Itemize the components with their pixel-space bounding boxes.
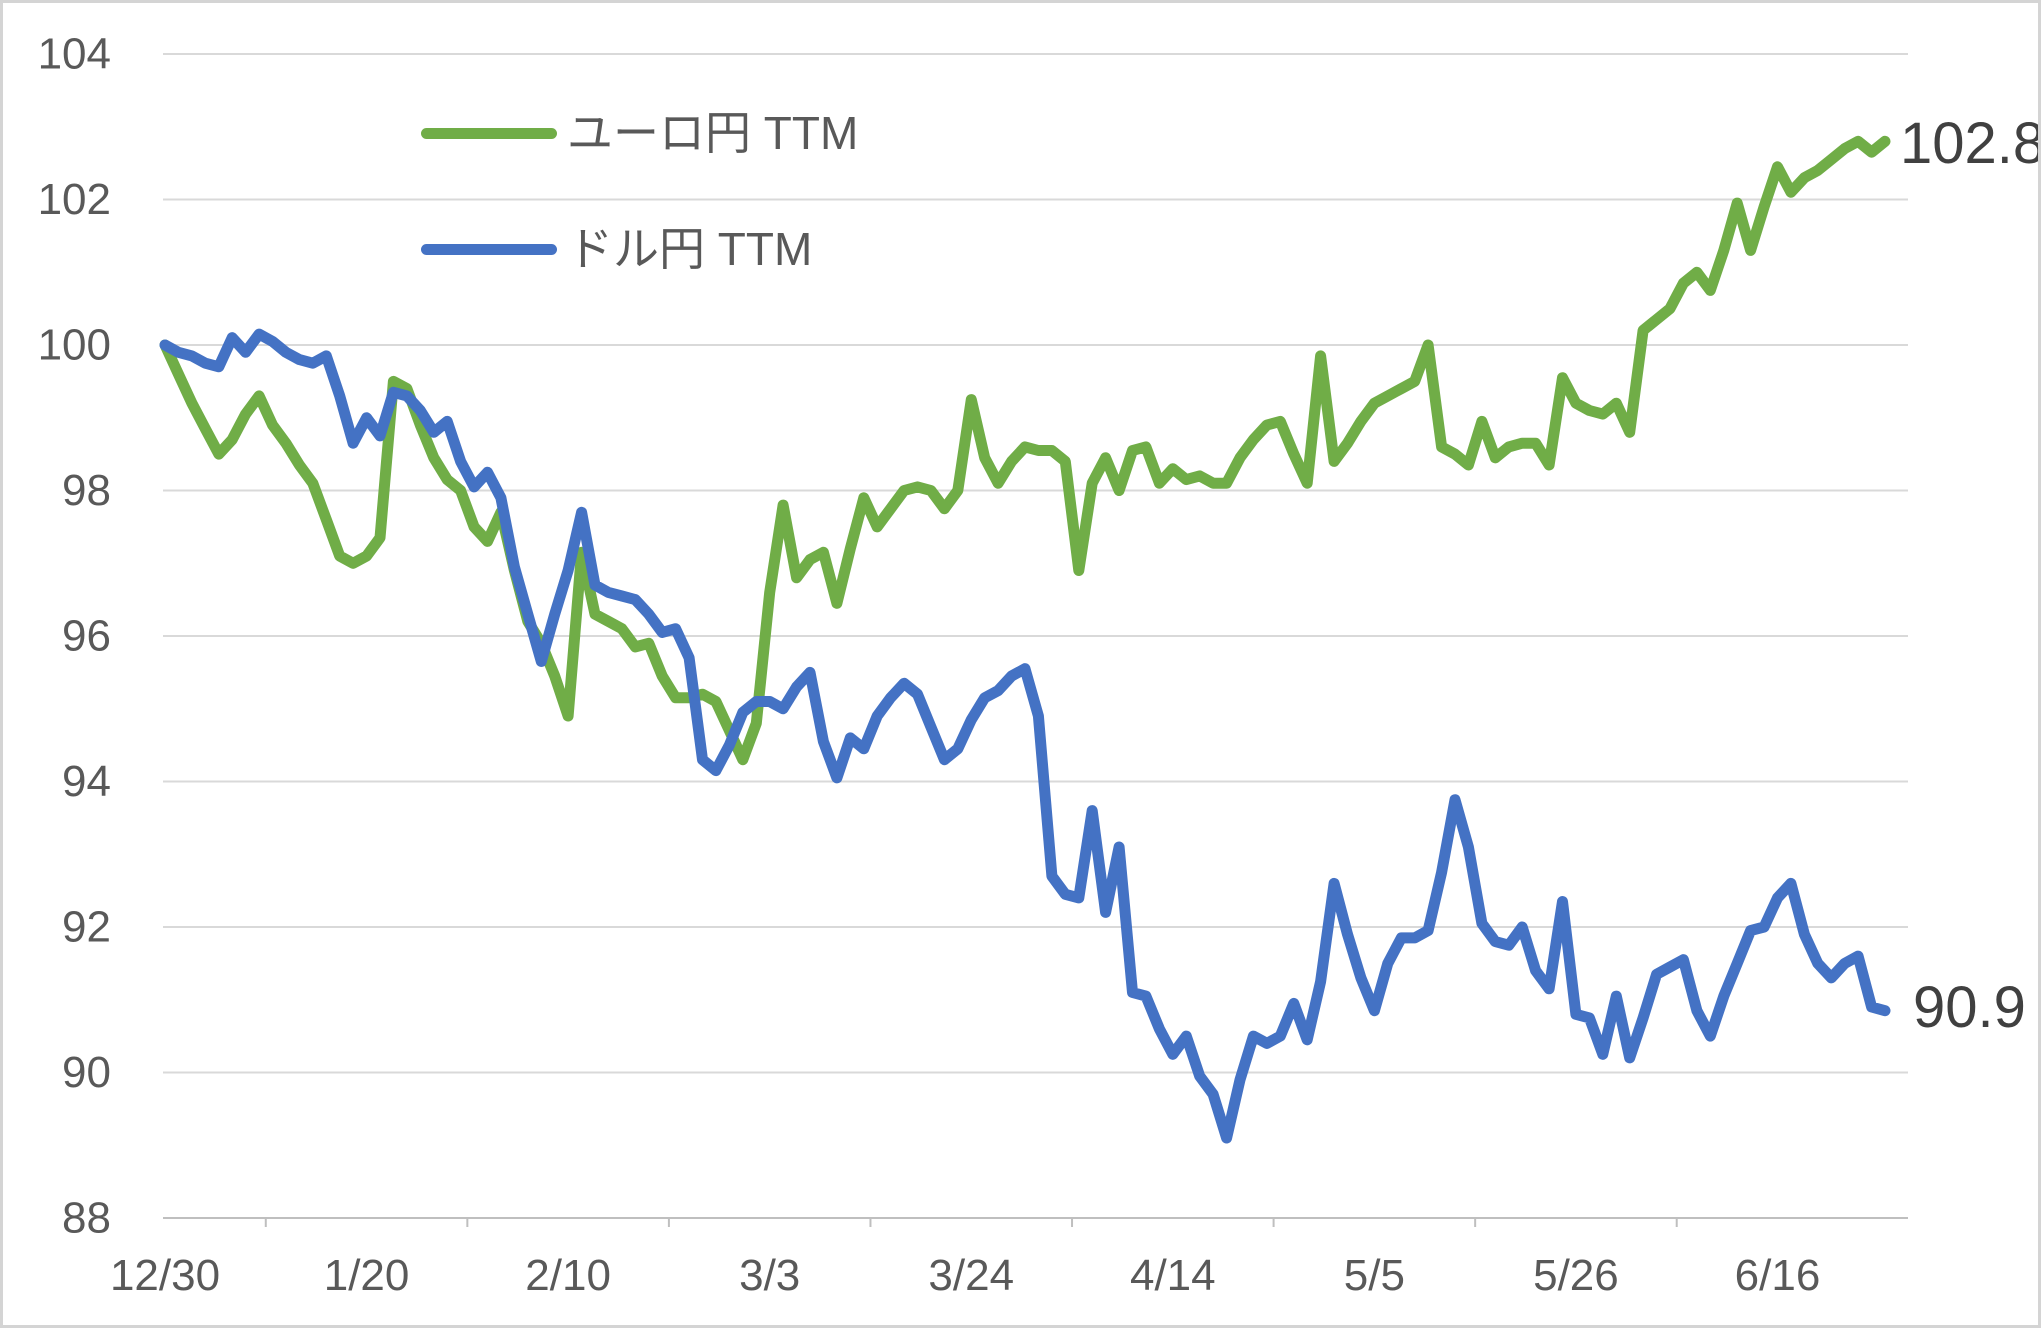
- x-axis-tick-label: 5/26: [1533, 1251, 1619, 1300]
- legend-label-dollar-yen: ドル円 TTM: [567, 223, 813, 275]
- y-axis-tick-label: 94: [62, 757, 111, 806]
- x-axis-tick-label: 6/16: [1735, 1251, 1821, 1300]
- x-axis-tick-label: 4/14: [1130, 1251, 1216, 1300]
- y-axis-tick-label: 90: [62, 1048, 111, 1097]
- x-axis-tick-label: 5/5: [1344, 1251, 1405, 1300]
- y-axis-tick-label: 100: [38, 321, 111, 370]
- x-axis-tick-label: 3/3: [739, 1251, 800, 1300]
- series-line-euro-yen: [159, 135, 1891, 766]
- y-axis-tick-label: 92: [62, 903, 111, 952]
- series-line-dollar-yen: [159, 328, 1891, 1144]
- y-axis-tick-label: 104: [38, 30, 111, 79]
- y-axis-tick-label: 98: [62, 466, 111, 515]
- legend: ユーロ円 TTM ドル円 TTM: [421, 103, 858, 335]
- x-axis-tick-label: 1/20: [324, 1251, 410, 1300]
- y-axis-tick-label: 96: [62, 612, 111, 661]
- chart-plot: 88 90 92 94 96 98 100 102 104 12/30 1/20 2/10 3/3 3/2…: [38, 30, 1908, 1300]
- legend-item-dollar-yen: ドル円 TTM: [421, 219, 858, 279]
- series-end-value-euro-yen: 102.8: [1900, 111, 2041, 176]
- legend-label-euro-yen: ユーロ円 TTM: [567, 107, 859, 159]
- legend-line-swatch-euro-yen: [421, 127, 557, 139]
- x-axis-tick-label: 12/30: [110, 1251, 220, 1300]
- series-end-value-dollar-yen: 90.9: [1913, 975, 2026, 1040]
- legend-item-euro-yen: ユーロ円 TTM: [421, 103, 858, 163]
- x-axis-tick-label: 2/10: [525, 1251, 611, 1300]
- x-axis-tick-label: 3/24: [928, 1251, 1014, 1300]
- y-axis-tick-label: 88: [62, 1194, 111, 1243]
- legend-line-swatch-dollar-yen: [421, 243, 557, 255]
- y-axis-tick-label: 102: [38, 175, 111, 224]
